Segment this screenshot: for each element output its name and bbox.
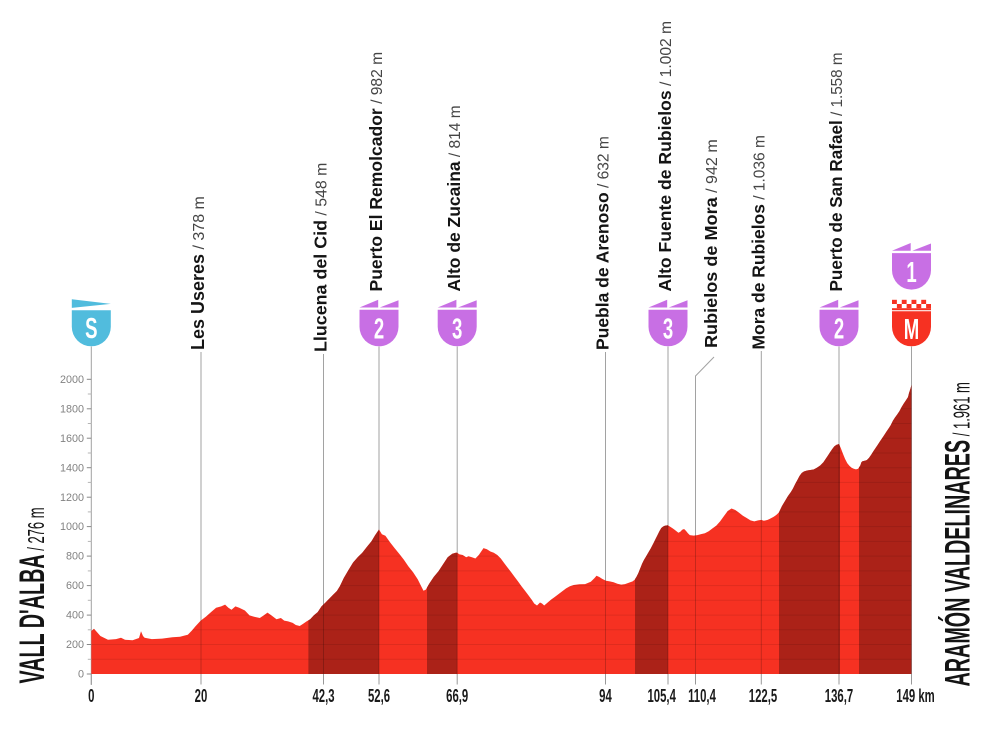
svg-text:1400: 1400 — [60, 462, 84, 474]
svg-text:Llucena del Cid / 548 m: Llucena del Cid / 548 m — [310, 163, 330, 352]
svg-text:110,4: 110,4 — [688, 686, 716, 706]
svg-text:Puerto El Remolcador / 982 m: Puerto El Remolcador / 982 m — [366, 52, 386, 292]
svg-text:400: 400 — [66, 610, 84, 622]
svg-text:Puerto de San Rafael / 1.558 m: Puerto de San Rafael / 1.558 m — [826, 52, 846, 291]
svg-text:94: 94 — [599, 686, 612, 706]
svg-text:800: 800 — [66, 551, 84, 563]
svg-text:2: 2 — [834, 313, 844, 345]
svg-text:1000: 1000 — [60, 521, 84, 533]
svg-text:0: 0 — [78, 669, 84, 681]
svg-text:66,9: 66,9 — [446, 686, 468, 706]
svg-text:122,5: 122,5 — [749, 686, 778, 706]
svg-text:Mora de Rubielos / 1.036 m: Mora de Rubielos / 1.036 m — [748, 135, 768, 349]
svg-text:3: 3 — [663, 313, 673, 345]
svg-text:Les Useres / 378 m: Les Useres / 378 m — [188, 196, 208, 350]
svg-text:2: 2 — [374, 313, 384, 345]
svg-text:Alto Fuente de Rubielos / 1.00: Alto Fuente de Rubielos / 1.002 m — [655, 21, 675, 292]
svg-text:1: 1 — [906, 257, 916, 289]
svg-text:42,3: 42,3 — [312, 686, 334, 706]
svg-text:1600: 1600 — [60, 433, 84, 445]
svg-text:52,6: 52,6 — [368, 686, 390, 706]
svg-text:136,7: 136,7 — [825, 686, 853, 706]
svg-text:S: S — [85, 313, 97, 345]
svg-text:Alto de Zucaina / 814 m: Alto de Zucaina / 814 m — [444, 105, 464, 291]
svg-text:1800: 1800 — [60, 403, 84, 415]
svg-text:200: 200 — [66, 639, 84, 651]
svg-text:0: 0 — [88, 686, 94, 706]
svg-text:3: 3 — [452, 313, 462, 345]
svg-text:Puebla de Arenoso / 632 m: Puebla de Arenoso / 632 m — [592, 136, 612, 350]
svg-text:105,4: 105,4 — [648, 686, 677, 706]
svg-text:M: M — [904, 314, 919, 346]
svg-text:Rubielos de Mora / 942 m: Rubielos de Mora / 942 m — [701, 139, 721, 348]
svg-text:2000: 2000 — [60, 374, 84, 386]
svg-text:20: 20 — [195, 686, 208, 706]
svg-text:149 km: 149 km — [896, 686, 934, 706]
svg-text:600: 600 — [66, 580, 84, 592]
svg-text:1200: 1200 — [60, 492, 84, 504]
